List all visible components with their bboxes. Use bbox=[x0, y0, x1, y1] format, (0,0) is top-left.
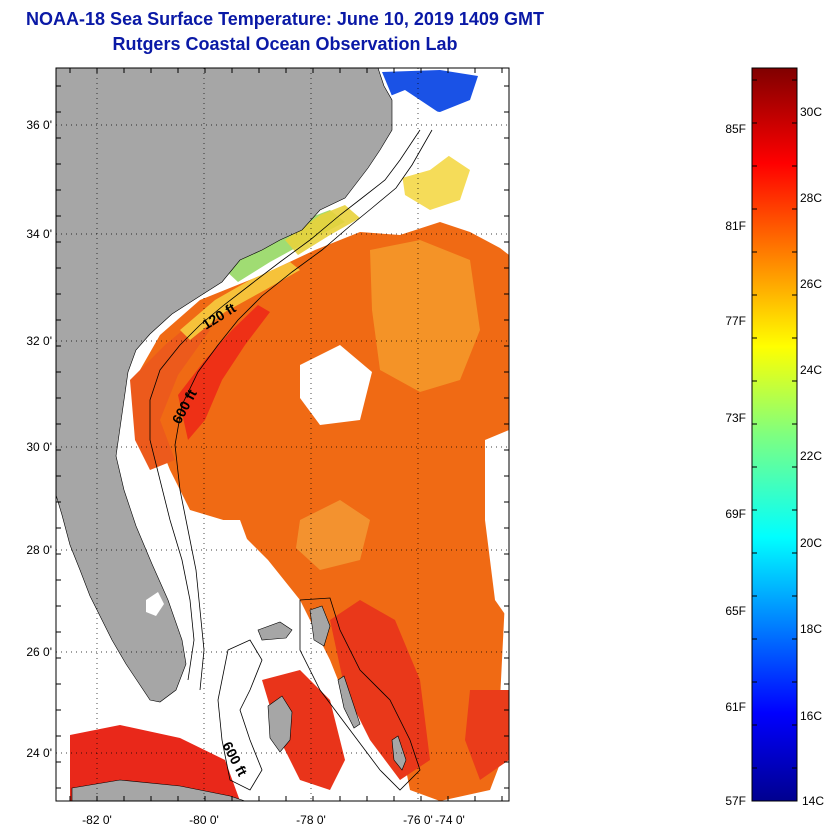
colorbar-ticks bbox=[752, 79, 797, 769]
lon-label-76: -76 0' bbox=[403, 813, 433, 827]
land-eleuthera bbox=[337, 675, 361, 729]
land-cuba bbox=[71, 779, 246, 801]
cbar-label-c-14: 14C bbox=[802, 794, 824, 808]
sst-shelf-yellow bbox=[180, 262, 300, 340]
cbar-label-f-69: 69F bbox=[725, 507, 746, 521]
cbar-label-c-24: 24C bbox=[800, 363, 822, 377]
no-data-gap-florida-strait bbox=[170, 520, 262, 740]
cbar-label-f-85: 85F bbox=[725, 122, 746, 136]
sst-field-cool-patch-2 bbox=[296, 500, 370, 570]
lon-label-82: -82 0' bbox=[82, 813, 112, 827]
lat-label-26: 26 0' bbox=[26, 645, 52, 659]
cbar-label-f-65: 65F bbox=[725, 604, 746, 618]
lat-label-32: 32 0' bbox=[26, 334, 52, 348]
cbar-label-f-77: 77F bbox=[725, 314, 746, 328]
cbar-label-f-73: 73F bbox=[725, 411, 746, 425]
graticule bbox=[56, 68, 509, 801]
land-andros bbox=[267, 695, 293, 753]
land-us-mainland bbox=[56, 68, 393, 703]
map-title: NOAA-18 Sea Surface Temperature: June 10… bbox=[26, 9, 544, 29]
contour-bahamas-banks bbox=[217, 639, 263, 791]
minor-ticks bbox=[56, 68, 509, 801]
lat-label-24: 24 0' bbox=[26, 746, 52, 760]
sst-east-edge-warm bbox=[465, 690, 509, 780]
lat-label-28: 28 0' bbox=[26, 543, 52, 557]
lon-label-78: -78 0' bbox=[296, 813, 326, 827]
lat-label-30: 30 0' bbox=[26, 440, 52, 454]
cbar-label-c-22: 22C bbox=[800, 449, 822, 463]
contour-600ft bbox=[174, 129, 433, 691]
cbar-label-f-81: 81F bbox=[725, 219, 746, 233]
contour-bahamas-east bbox=[299, 597, 421, 791]
map-frame bbox=[55, 67, 510, 802]
sst-gulfstream bbox=[178, 305, 270, 440]
cbar-label-f-61: 61F bbox=[725, 700, 746, 714]
land-grand-bahama bbox=[257, 621, 293, 641]
cbar-label-f-57: 57F bbox=[725, 794, 746, 808]
no-data-gap-ocean bbox=[300, 345, 372, 425]
cbar-label-c-20: 20C bbox=[800, 536, 822, 550]
cbar-label-c-18: 18C bbox=[800, 622, 822, 636]
sst-field-cool-patch bbox=[370, 240, 480, 392]
map-subtitle: Rutgers Coastal Ocean Observation Lab bbox=[112, 34, 458, 54]
cbar-label-c-28: 28C bbox=[800, 191, 822, 205]
lat-label-34: 34 0' bbox=[26, 227, 52, 241]
lon-label-80: -80 0' bbox=[189, 813, 219, 827]
cbar-label-c-30: 30C bbox=[800, 105, 822, 119]
lon-label-74: -74 0' bbox=[435, 813, 465, 827]
cbar-label-c-16: 16C bbox=[800, 709, 822, 723]
map-layers: 120 ft 600 ft 600 ft bbox=[56, 68, 509, 801]
cbar-label-c-26: 26C bbox=[800, 277, 822, 291]
land-lake-okeechobee bbox=[146, 592, 164, 616]
colorbar-gradient bbox=[751, 67, 798, 802]
colorbar-labels: 57F 61F 65F 69F 73F 77F 81F 85F 14C 16C … bbox=[725, 105, 824, 808]
no-data-gap-north bbox=[380, 90, 470, 180]
lat-label-36: 36 0' bbox=[26, 118, 52, 132]
contour-120ft bbox=[149, 129, 421, 681]
land-long-island bbox=[391, 735, 407, 771]
no-data-gap-east bbox=[485, 430, 509, 620]
land-abaco bbox=[309, 605, 331, 647]
